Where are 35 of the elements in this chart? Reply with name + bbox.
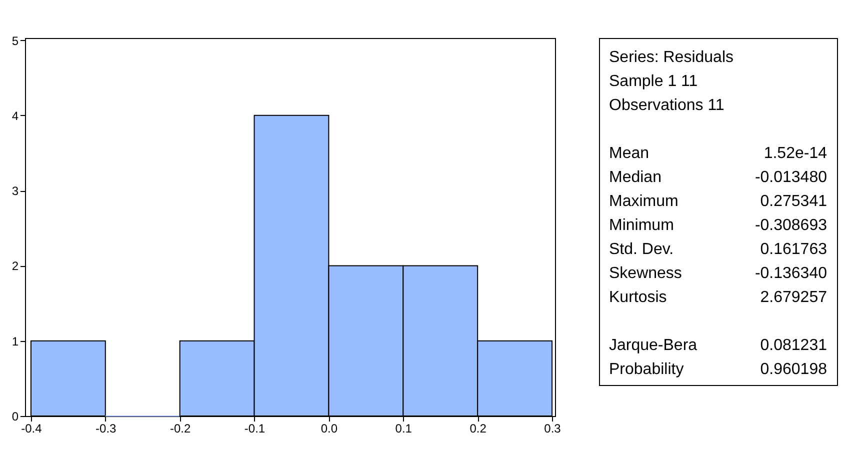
category-label: Jarque-Bera	[609, 337, 698, 354]
category-label: Maximum	[609, 193, 678, 210]
text: 2.679257	[760, 289, 827, 306]
category-label: Median	[609, 169, 662, 186]
category-label: Minimum	[609, 217, 674, 234]
x-tick-label: -0.1	[244, 422, 266, 436]
y-tick-label: 0	[12, 410, 19, 424]
x-tick-label: -0.2	[170, 422, 191, 436]
y-tick-label: 5	[12, 34, 19, 48]
text: Sample 1 11	[609, 73, 698, 90]
text: Series: Residuals	[609, 49, 734, 66]
text: Observations 11	[609, 97, 724, 114]
text: 0.275341	[760, 193, 827, 210]
text: -0.136340	[754, 265, 827, 282]
y-tick-label: 3	[12, 184, 19, 198]
x-tick-label: 0.3	[544, 422, 562, 436]
text: 0.960198	[760, 361, 827, 378]
text: -0.308693	[754, 217, 827, 234]
x-tick-label: 0.1	[395, 422, 412, 436]
x-tick-label: 0.2	[470, 422, 487, 436]
category-label: Skewness	[609, 265, 682, 282]
text: 0.081231	[760, 337, 827, 354]
category-label: Probability	[609, 361, 684, 378]
y-tick-label: 2	[12, 259, 19, 274]
x-tick-label: 0.0	[320, 422, 338, 436]
category-label: Kurtosis	[609, 289, 667, 306]
y-tick-label: 1	[12, 334, 19, 348]
category-label: Std. Dev.	[609, 241, 674, 258]
x-tick-label: -0.3	[96, 422, 117, 436]
x-tick-label: -0.4	[21, 422, 42, 436]
category-label: Mean	[609, 145, 650, 162]
text: 0.161763	[760, 241, 827, 258]
y-tick-label: 4	[12, 108, 19, 123]
text: 1.52e-14	[764, 145, 827, 162]
text: -0.013480	[754, 169, 827, 186]
